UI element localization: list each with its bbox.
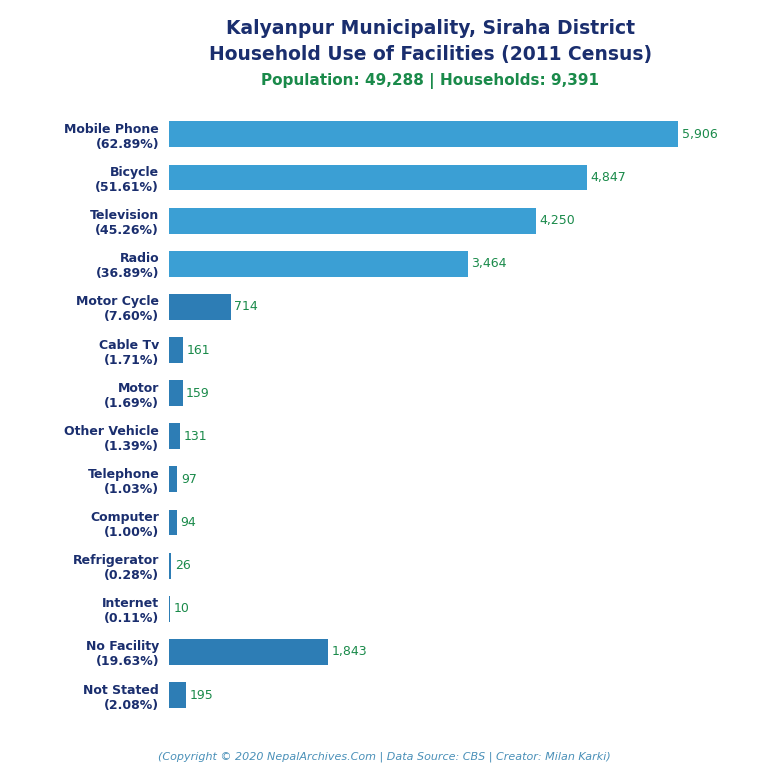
Bar: [169, 121, 678, 147]
Text: 4,250: 4,250: [539, 214, 574, 227]
Bar: [169, 294, 230, 319]
Bar: [169, 207, 535, 233]
Text: 159: 159: [186, 386, 210, 399]
Bar: [169, 380, 183, 406]
Text: (Copyright © 2020 NepalArchives.Com | Data Source: CBS | Creator: Milan Karki): (Copyright © 2020 NepalArchives.Com | Da…: [157, 751, 611, 762]
Text: 94: 94: [180, 516, 197, 529]
Text: Population: 49,288 | Households: 9,391: Population: 49,288 | Households: 9,391: [261, 73, 599, 89]
Text: 3,464: 3,464: [472, 257, 507, 270]
Bar: [169, 251, 468, 276]
Bar: [169, 639, 328, 665]
Bar: [169, 423, 180, 449]
Text: 714: 714: [234, 300, 258, 313]
Bar: [169, 164, 587, 190]
Text: 97: 97: [180, 473, 197, 486]
Text: 1,843: 1,843: [331, 645, 367, 658]
Text: Kalyanpur Municipality, Siraha District: Kalyanpur Municipality, Siraha District: [226, 19, 634, 38]
Bar: [169, 553, 171, 578]
Bar: [169, 337, 183, 363]
Text: 10: 10: [174, 602, 189, 615]
Text: Household Use of Facilities (2011 Census): Household Use of Facilities (2011 Census…: [209, 45, 651, 64]
Bar: [169, 510, 177, 535]
Text: 26: 26: [174, 559, 190, 572]
Text: 195: 195: [189, 689, 213, 701]
Text: 131: 131: [184, 430, 207, 443]
Text: 161: 161: [187, 343, 210, 356]
Text: 5,906: 5,906: [682, 128, 717, 141]
Bar: [169, 596, 170, 622]
Bar: [169, 682, 186, 708]
Bar: [169, 466, 177, 492]
Text: 4,847: 4,847: [591, 171, 626, 184]
